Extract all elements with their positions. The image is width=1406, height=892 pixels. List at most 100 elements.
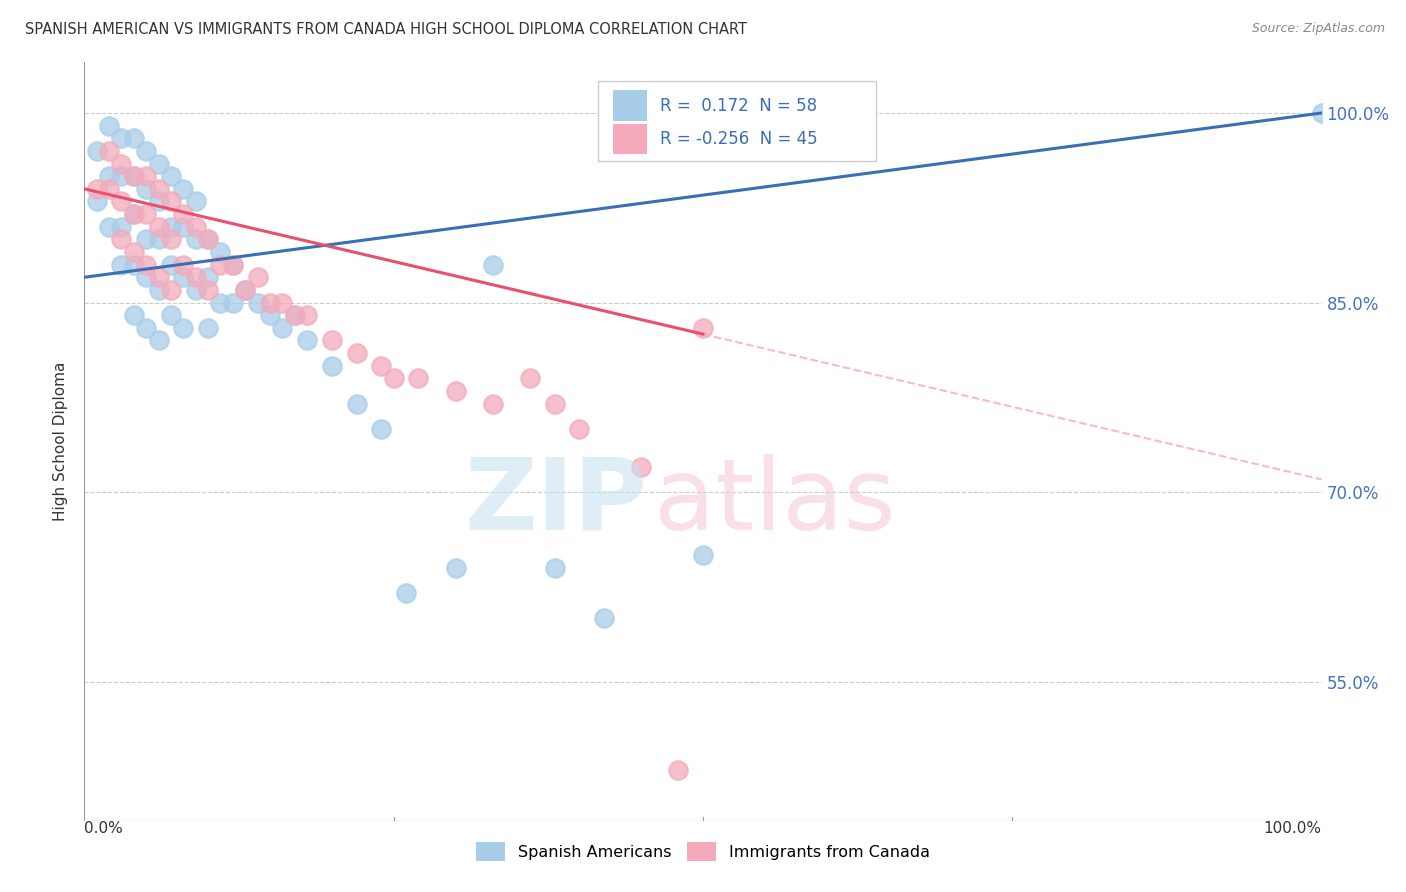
Point [222,258,245,272]
Point [184,270,207,285]
Point [172,258,194,272]
Point [543,561,565,575]
Point [160,258,183,272]
Point [110,232,132,246]
Point [692,548,714,562]
Point [135,270,157,285]
Point [122,207,145,221]
Point [172,321,194,335]
Point [408,371,430,385]
Text: SPANISH AMERICAN VS IMMIGRANTS FROM CANADA HIGH SCHOOL DIPLOMA CORRELATION CHART: SPANISH AMERICAN VS IMMIGRANTS FROM CANA… [25,22,748,37]
Legend: Spanish Americans, Immigrants from Canada: Spanish Americans, Immigrants from Canad… [470,836,936,867]
Point [148,194,170,209]
Point [370,422,392,436]
Point [122,207,145,221]
Point [98,144,121,158]
Point [135,207,157,221]
Point [122,169,145,184]
Point [209,258,232,272]
Point [481,258,503,272]
Point [122,131,145,145]
Point [172,219,194,234]
Point [209,244,232,259]
Point [197,232,219,246]
Point [197,283,219,297]
Point [233,283,256,297]
Text: R =  0.172  N = 58: R = 0.172 N = 58 [659,96,817,115]
Point [346,396,368,410]
Point [519,371,541,385]
Point [481,396,503,410]
Bar [613,90,647,120]
Point [160,308,183,322]
Point [295,334,318,348]
Point [135,321,157,335]
Point [184,194,207,209]
Point [135,169,157,184]
Point [197,321,219,335]
Point [444,561,467,575]
Point [122,244,145,259]
Point [209,295,232,310]
Point [148,283,170,297]
Point [172,207,194,221]
Point [122,308,145,322]
Text: Source: ZipAtlas.com: Source: ZipAtlas.com [1251,22,1385,36]
Point [110,258,132,272]
Point [160,232,183,246]
Point [110,169,132,184]
Bar [613,124,647,154]
Point [271,295,294,310]
Point [135,182,157,196]
Point [395,586,418,600]
Point [321,334,343,348]
Point [122,169,145,184]
Point [295,308,318,322]
Point [321,359,343,373]
Point [543,396,565,410]
Point [160,283,183,297]
FancyBboxPatch shape [598,81,876,161]
Point [110,194,132,209]
Point [110,219,132,234]
Point [86,194,108,209]
Point [110,131,132,145]
Point [233,283,256,297]
Text: R = -0.256  N = 45: R = -0.256 N = 45 [659,130,817,148]
Point [184,232,207,246]
Point [98,119,121,133]
Point [370,359,392,373]
Point [246,295,269,310]
Point [259,308,281,322]
Point [197,270,219,285]
Point [160,219,183,234]
Point [172,182,194,196]
Point [346,346,368,360]
Point [98,169,121,184]
Point [110,156,132,170]
Point [122,258,145,272]
Point [98,219,121,234]
Point [630,459,652,474]
Point [172,270,194,285]
Point [148,219,170,234]
Text: atlas: atlas [654,454,896,550]
Point [197,232,219,246]
Text: 0.0%: 0.0% [84,821,124,836]
Point [444,384,467,398]
Text: ZIP: ZIP [464,454,647,550]
Point [259,295,281,310]
Point [184,283,207,297]
Point [135,144,157,158]
Point [148,334,170,348]
Point [284,308,307,322]
Point [568,422,591,436]
Point [148,270,170,285]
Point [666,763,689,777]
Point [382,371,405,385]
Point [1310,106,1333,120]
Point [86,182,108,196]
Text: 100.0%: 100.0% [1264,821,1322,836]
Point [271,321,294,335]
Point [135,258,157,272]
